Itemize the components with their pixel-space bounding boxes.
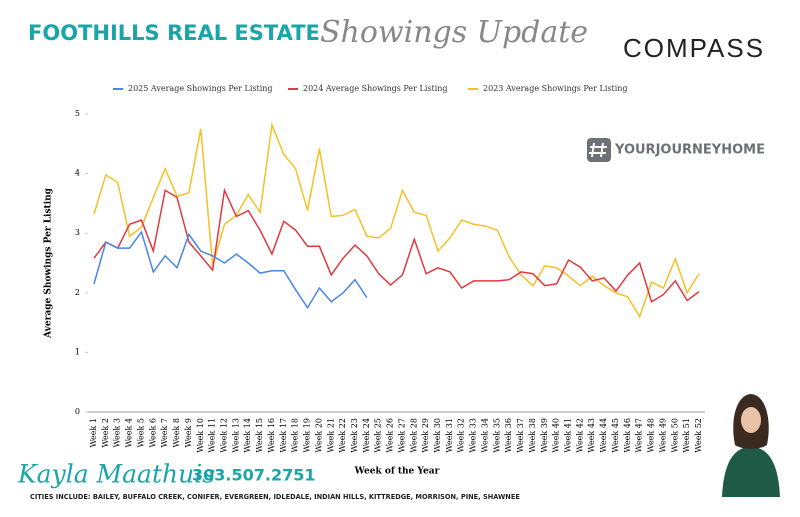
x-tick-label: Week 47 <box>635 418 644 453</box>
series-line <box>93 230 368 310</box>
y-tick-label: 5 <box>75 109 80 118</box>
x-tick-label: Week 52 <box>694 418 703 453</box>
x-tick-label: Week 34 <box>480 418 489 453</box>
x-tick-label: Week 50 <box>670 418 679 453</box>
y-axis-label: Average Showings Per Listing <box>44 187 54 339</box>
x-tick-label: Week 1 <box>89 418 98 448</box>
x-tick-label: Week 3 <box>113 418 122 448</box>
hashtag: YOURJOURNEYHOME <box>614 143 765 158</box>
x-tick-label: Week 48 <box>647 418 656 453</box>
x-tick-label: Week 12 <box>219 418 228 453</box>
legend-label: 2025 Average Showings Per Listing <box>128 84 273 93</box>
legend-label: 2023 Average Showings Per Listing <box>483 84 628 93</box>
y-tick-label: 3 <box>75 228 80 237</box>
legend-label: 2024 Average Showings Per Listing <box>303 84 448 93</box>
hashtag-icon <box>587 138 611 162</box>
x-tick-label: Week 36 <box>504 418 513 453</box>
x-tick-label: Week 7 <box>160 418 169 448</box>
y-tick-label: 0 <box>75 407 80 416</box>
x-tick-label: Week 2 <box>101 418 110 448</box>
x-tick-label: Week 17 <box>279 418 288 453</box>
x-tick-label: Week 39 <box>540 418 549 453</box>
x-tick-label: Week 13 <box>231 418 240 453</box>
x-tick-label: Week 29 <box>421 418 430 453</box>
x-tick-label: Week 24 <box>362 418 371 453</box>
x-tick-label: Week 6 <box>148 418 157 448</box>
hashtag-symbol <box>589 142 607 158</box>
brand: FOOTHILLS REAL ESTATE <box>28 21 320 45</box>
x-tick-label: Week 19 <box>303 418 312 453</box>
x-tick-label: Week 21 <box>326 418 335 453</box>
x-tick-label: Week 9 <box>184 418 193 448</box>
x-tick-label: Week 44 <box>599 418 608 453</box>
y-tick-label: 1 <box>75 347 80 356</box>
x-tick-label: Week 31 <box>445 418 454 453</box>
x-tick-label: Week 49 <box>658 418 667 453</box>
y-tick-label: 2 <box>75 288 80 297</box>
logo: COMPASS <box>623 33 765 63</box>
x-tick-label: Week 28 <box>409 418 418 453</box>
x-tick-label: Week 11 <box>208 418 217 453</box>
subtitle: Showings Update <box>320 15 588 50</box>
x-tick-label: Week 22 <box>338 418 347 453</box>
x-tick-label: Week 32 <box>457 418 466 453</box>
x-tick-label: Week 5 <box>136 418 145 448</box>
x-tick-label: Week 15 <box>255 418 264 453</box>
x-tick-label: Week 20 <box>314 418 323 453</box>
agent-name: Kayla Maathuis <box>17 460 215 489</box>
x-tick-label: Week 14 <box>243 418 252 453</box>
x-tick-label: Week 10 <box>196 418 205 453</box>
x-tick-label: Week 8 <box>172 418 181 448</box>
x-axis-label: Week of the Year <box>354 467 440 477</box>
x-tick-label: Week 18 <box>291 418 300 453</box>
x-tick-label: Week 30 <box>433 418 442 453</box>
x-tick-label: Week 51 <box>682 418 691 453</box>
x-tick-label: Week 4 <box>125 418 134 448</box>
x-tick-label: Week 43 <box>587 418 596 453</box>
cities: CITIES INCLUDE: BAILEY, BUFFALO CREEK, C… <box>30 493 520 501</box>
series-line <box>93 187 700 303</box>
x-tick-label: Week 33 <box>469 418 478 453</box>
y-tick-label: 4 <box>75 169 80 178</box>
x-tick-label: Week 25 <box>374 418 383 453</box>
x-tick-label: Week 41 <box>564 418 573 453</box>
x-tick-label: Week 38 <box>528 418 537 453</box>
x-tick-label: Week 46 <box>623 418 632 453</box>
x-tick-label: Week 42 <box>575 418 584 453</box>
x-tick-label: Week 27 <box>397 418 406 453</box>
x-tick-label: Week 26 <box>386 418 395 453</box>
phone: 303.507.2751 <box>192 466 315 485</box>
x-tick-label: Week 37 <box>516 418 525 453</box>
series-line <box>93 121 700 319</box>
x-tick-label: Week 23 <box>350 418 359 453</box>
x-tick-label: Week 35 <box>492 418 501 453</box>
agent-photo <box>718 392 784 497</box>
x-tick-label: Week 45 <box>611 418 620 453</box>
x-tick-label: Week 16 <box>267 418 276 453</box>
x-tick-label: Week 40 <box>552 418 561 453</box>
